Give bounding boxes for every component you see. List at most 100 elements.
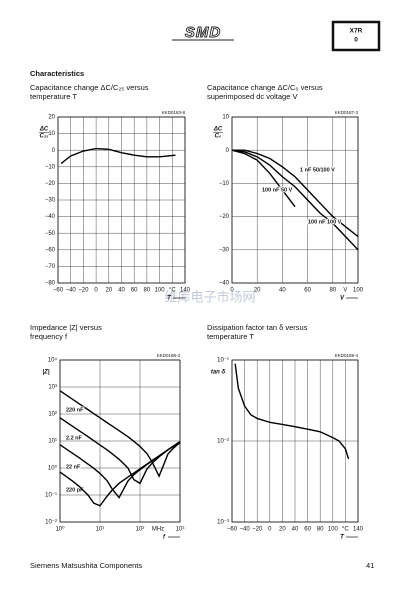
series-line <box>59 417 181 485</box>
chart-code: KKD0187-3 <box>335 110 359 115</box>
badge-text: X7R <box>350 28 363 35</box>
series-label: 100 nF 50 V <box>262 187 293 193</box>
y-tick-label: −70 <box>45 264 56 270</box>
x-tick-label: −40 <box>66 288 77 294</box>
y-tick-label: 10⁻² <box>45 520 57 526</box>
y-axis-label: ΔC <box>213 127 223 133</box>
x-axis-label: f <box>163 535 166 541</box>
series-line <box>59 390 181 478</box>
y-tick-label: 10⁻¹ <box>45 493 57 499</box>
y-tick-label: −10 <box>45 164 56 170</box>
y-tick-label: 10⁴ <box>48 357 58 364</box>
badge-box <box>331 20 381 52</box>
x-tick-label: 40 <box>292 527 299 533</box>
series-label: 100 nF 100 V <box>308 219 342 225</box>
chart-title: Impedance |Z| versus frequency f <box>30 323 102 341</box>
series-line <box>231 149 359 251</box>
series-label: 2.2 nF <box>66 435 83 441</box>
x-tick-label: −20 <box>252 527 263 533</box>
x-tick-label: 0 <box>94 288 98 294</box>
y-tick-label: 10¹ <box>48 439 57 445</box>
x-tick-label: 100 <box>328 527 339 533</box>
x-tick-label: 20 <box>254 288 261 294</box>
y-tick-label: 20 <box>48 115 55 121</box>
series-label: 22 nF <box>66 464 81 470</box>
x-tick-label: 80 <box>144 288 151 294</box>
x-tick-label: 10⁰ <box>55 526 65 533</box>
y-tick-label: 10 <box>222 115 229 121</box>
x-tick-label: 10¹ <box>96 527 105 533</box>
chart-code: KKD0188-3 <box>157 353 181 358</box>
chart-title: Capacitance change ΔC/C₂₅ versus tempera… <box>30 83 149 101</box>
y-axis-label: |Z| <box>42 370 49 376</box>
y-tick-label: 10³ <box>48 385 57 391</box>
x-tick-label: 0 <box>268 527 272 533</box>
x-tick-label: 60 <box>304 288 311 294</box>
page-number: 41 <box>366 561 375 570</box>
x-tick-label: 40 <box>118 288 125 294</box>
series-line <box>59 441 181 507</box>
footer-company: Siemens Matsushita Components <box>30 561 143 570</box>
x-tick-label: 20 <box>105 288 112 294</box>
y-axis-label: tan δ <box>211 370 226 376</box>
x-tick-label: 140 <box>180 288 191 294</box>
x-tick-label: 10³ <box>176 527 185 533</box>
y-tick-label: 10⁻¹ <box>217 358 229 364</box>
x-tick-label: 20 <box>279 527 286 533</box>
chart-code: KKD0183-8 <box>162 110 186 115</box>
y-tick-label: 10⁻² <box>217 439 229 445</box>
y-tick-label: 10⁰ <box>48 465 58 472</box>
y-tick-label: 0 <box>52 148 56 154</box>
y-tick-label: 10² <box>48 412 57 418</box>
x-tick-label: 40 <box>279 288 286 294</box>
y-tick-label: 10⁻³ <box>217 520 229 526</box>
x-tick-label: 0 <box>230 288 234 294</box>
y-tick-label: −30 <box>45 198 56 204</box>
series-label: 1 nF 50/100 V <box>300 167 335 173</box>
x-axis-label: T <box>167 296 172 302</box>
x-tick-label: 140 <box>353 527 364 533</box>
chart-title: Dissipation factor tan δ versus temperat… <box>207 323 308 341</box>
y-tick-label: −30 <box>219 247 230 253</box>
x-tick-label: −60 <box>227 527 238 533</box>
x-tick-label: °C <box>169 288 176 294</box>
x-tick-label: °C <box>342 527 349 533</box>
series-line <box>232 149 359 238</box>
logo: SMD <box>185 24 221 41</box>
y-tick-label: −10 <box>219 181 230 187</box>
chart-code: KKD0189-4 <box>335 353 359 358</box>
x-tick-label: 80 <box>317 527 324 533</box>
section-title: Characteristics <box>30 69 85 78</box>
plot-frame <box>57 116 186 284</box>
y-tick-label: −20 <box>219 214 230 220</box>
y-tick-label: −40 <box>45 214 56 220</box>
x-tick-label: 60 <box>131 288 138 294</box>
x-axis-label: V <box>340 296 345 302</box>
y-tick-label: −60 <box>45 247 56 253</box>
plot-frame <box>231 116 359 284</box>
x-tick-label: V <box>343 288 347 294</box>
y-axis-label: C₂₅ <box>40 134 50 140</box>
x-tick-label: −20 <box>78 288 89 294</box>
y-tick-label: −40 <box>219 281 230 287</box>
x-tick-label: 100 <box>155 288 166 294</box>
chart-title: Capacitance change ΔC/C₀ versus superimp… <box>207 83 323 101</box>
series-label: 220 nF <box>66 407 84 413</box>
y-tick-label: 0 <box>226 148 230 154</box>
x-tick-label: 80 <box>329 288 336 294</box>
series-line <box>234 363 350 460</box>
series-line <box>60 147 176 165</box>
x-tick-label: 60 <box>304 527 311 533</box>
badge-text: 0 <box>354 37 358 44</box>
series-label: 220 pF <box>66 487 84 493</box>
plot-frame <box>59 359 181 523</box>
watermark: 维库电子市场网 <box>164 289 255 304</box>
plot-frame <box>231 359 359 523</box>
y-tick-label: 10 <box>48 131 55 137</box>
y-axis-label: ΔC <box>39 127 49 133</box>
y-tick-label: −20 <box>45 181 56 187</box>
series-line <box>231 149 296 208</box>
y-tick-label: −80 <box>45 281 56 287</box>
